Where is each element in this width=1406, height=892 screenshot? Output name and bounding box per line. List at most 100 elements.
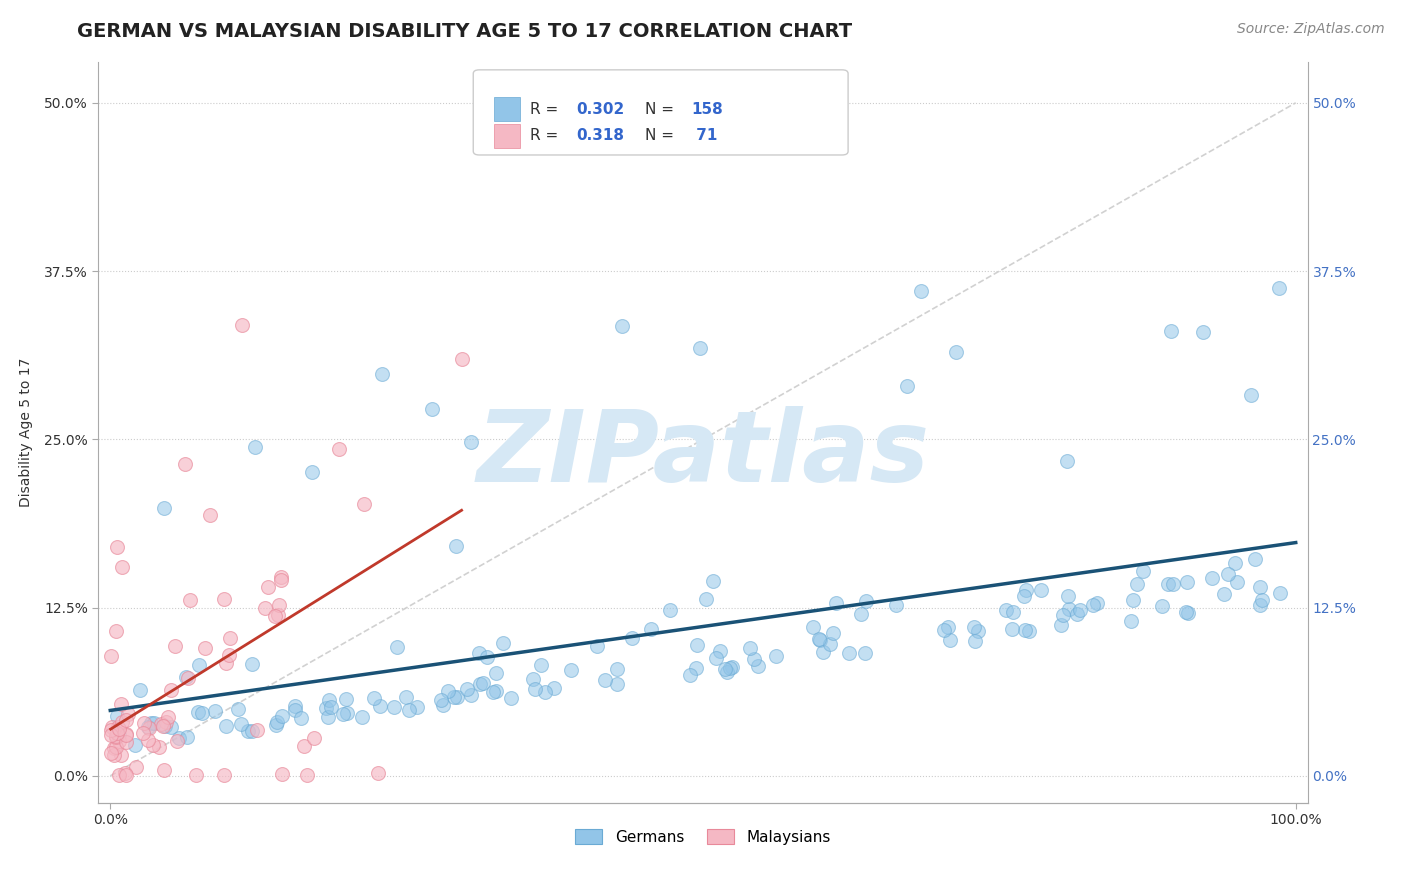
Point bbox=[236, 724, 259, 739]
Point bbox=[105, 726, 128, 740]
Point bbox=[1085, 596, 1108, 610]
Text: N =: N = bbox=[645, 128, 679, 144]
Point bbox=[295, 768, 318, 782]
Point bbox=[811, 645, 834, 659]
Point bbox=[115, 767, 138, 781]
Point bbox=[1015, 582, 1038, 597]
Point bbox=[936, 620, 959, 634]
Point bbox=[884, 598, 907, 612]
Point bbox=[166, 733, 188, 747]
Point bbox=[105, 730, 128, 744]
Point bbox=[429, 693, 451, 707]
Point bbox=[709, 644, 731, 658]
Point bbox=[212, 592, 235, 607]
Point bbox=[179, 593, 201, 607]
Point bbox=[204, 704, 226, 718]
Point bbox=[136, 720, 159, 734]
Point bbox=[226, 702, 249, 716]
Point bbox=[292, 739, 315, 753]
Point bbox=[240, 723, 263, 738]
Point bbox=[103, 748, 125, 763]
Point bbox=[218, 648, 240, 662]
Point bbox=[107, 728, 129, 742]
Point bbox=[186, 768, 208, 782]
Point bbox=[187, 657, 209, 672]
Point bbox=[714, 662, 737, 676]
Point bbox=[159, 683, 181, 698]
Point bbox=[1267, 281, 1289, 295]
Point bbox=[838, 646, 860, 660]
Point bbox=[485, 684, 508, 698]
Legend: Germans, Malaysians: Germans, Malaysians bbox=[569, 822, 837, 851]
Point bbox=[129, 682, 152, 697]
Point bbox=[198, 508, 221, 522]
Point bbox=[1126, 577, 1149, 591]
Point bbox=[606, 677, 628, 691]
Point bbox=[110, 697, 132, 711]
Point bbox=[443, 690, 465, 704]
Point bbox=[1018, 624, 1040, 638]
Point bbox=[111, 715, 134, 730]
Point bbox=[105, 709, 128, 723]
Text: 0.302: 0.302 bbox=[576, 102, 624, 117]
Point bbox=[318, 692, 340, 706]
Point bbox=[370, 368, 392, 382]
Point bbox=[1177, 606, 1199, 620]
Point bbox=[686, 638, 709, 652]
Point bbox=[155, 715, 177, 730]
Text: 0.318: 0.318 bbox=[576, 128, 624, 144]
Point bbox=[142, 739, 165, 753]
Point bbox=[1001, 622, 1024, 636]
Point bbox=[136, 733, 159, 747]
Point bbox=[114, 765, 136, 780]
Point bbox=[257, 580, 280, 594]
Point bbox=[853, 646, 876, 660]
Point bbox=[965, 633, 987, 648]
Point bbox=[395, 690, 418, 705]
Point bbox=[387, 640, 409, 654]
Point bbox=[446, 690, 468, 705]
Point bbox=[316, 709, 339, 723]
Point bbox=[702, 574, 724, 588]
Point bbox=[685, 661, 707, 675]
Point bbox=[1249, 580, 1271, 594]
Point bbox=[1069, 603, 1091, 617]
Point bbox=[738, 640, 761, 655]
Point bbox=[332, 707, 354, 722]
Point bbox=[1066, 607, 1088, 621]
Point bbox=[152, 719, 174, 733]
Text: R =: R = bbox=[530, 128, 564, 144]
Point bbox=[1014, 624, 1036, 638]
Point bbox=[246, 723, 269, 737]
Point bbox=[530, 658, 553, 673]
Point bbox=[896, 379, 918, 393]
Point bbox=[808, 633, 831, 648]
Point bbox=[716, 665, 738, 679]
Point bbox=[174, 457, 197, 471]
Point bbox=[335, 692, 357, 706]
Point bbox=[243, 440, 266, 454]
Point bbox=[406, 700, 429, 714]
Point bbox=[932, 623, 955, 637]
Point bbox=[163, 639, 186, 653]
Point bbox=[153, 500, 176, 515]
Point bbox=[460, 434, 482, 449]
Point bbox=[1160, 324, 1182, 338]
Point bbox=[336, 706, 359, 721]
Point bbox=[167, 731, 190, 746]
Point bbox=[138, 722, 160, 736]
Point bbox=[910, 284, 932, 298]
Point bbox=[1192, 325, 1215, 339]
Point bbox=[398, 703, 420, 717]
Point bbox=[963, 620, 986, 634]
Point bbox=[105, 729, 128, 743]
Point bbox=[264, 609, 287, 624]
Point bbox=[468, 677, 491, 691]
Point bbox=[606, 662, 628, 676]
Point bbox=[367, 765, 389, 780]
Point bbox=[533, 685, 555, 699]
Y-axis label: Disability Age 5 to 17: Disability Age 5 to 17 bbox=[20, 358, 32, 508]
Point bbox=[219, 631, 242, 645]
Point bbox=[1223, 556, 1246, 570]
Point bbox=[460, 689, 482, 703]
